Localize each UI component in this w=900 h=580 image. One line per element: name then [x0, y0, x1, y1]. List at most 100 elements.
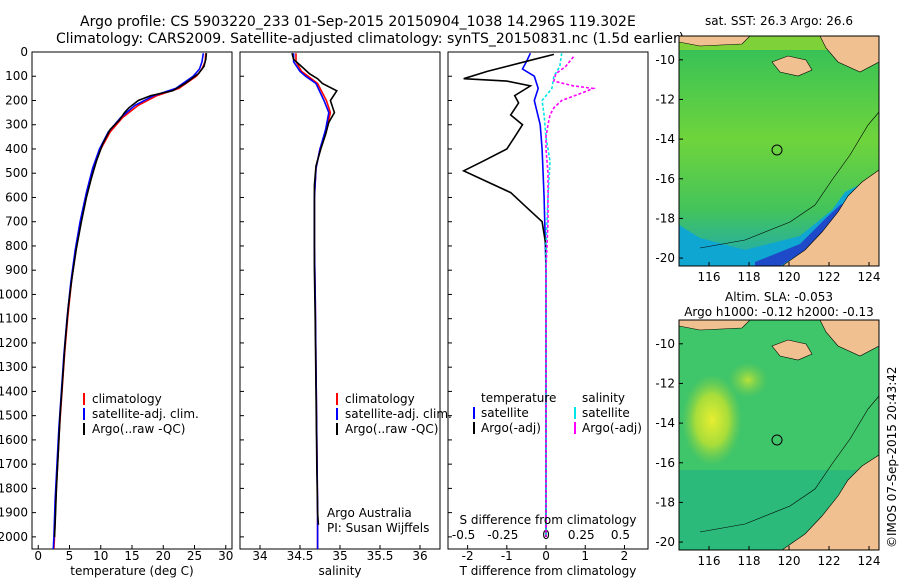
map-x-tick-label: 120	[778, 270, 801, 284]
depth-tick-label: 0	[20, 45, 28, 59]
depth-tick-label: 1000	[0, 287, 28, 301]
sst-map-title: sat. SST: 26.3 Argo: 26.6	[705, 14, 853, 28]
sst-map-ticks: 116 118 120 122 124 -10 -12 -14 -16 -18 -20	[655, 53, 880, 284]
temperature-series	[52, 53, 208, 549]
depth-tick-label: 1400	[0, 384, 28, 398]
x-tick-label: 0	[542, 549, 550, 563]
series-line-temperature-satellite	[521, 52, 547, 537]
map-y-tick-label: -16	[655, 456, 675, 470]
shelf-contour	[699, 395, 879, 533]
sla-anomaly-secondary	[728, 362, 768, 398]
sla-map-title: Altim. SLA: -0.053	[725, 290, 833, 304]
depth-tick-label: 1900	[0, 506, 28, 520]
x-tick-label: 35	[332, 549, 347, 563]
depth-tick-label: 1600	[0, 433, 28, 447]
sla-map-ticks: 116 118 120 122 124 -10 -12 -14 -16 -18 -20	[655, 337, 880, 568]
sst-map-frame	[678, 35, 880, 267]
title-line-2: Climatology: CARS2009. Satellite-adjuste…	[56, 31, 684, 47]
x-tick-label: 0	[34, 549, 42, 563]
x-tick-label: 30	[218, 549, 233, 563]
salinity-legend: climatology satellite-adj. clim. Argo(..…	[336, 392, 452, 436]
x-tick-label: 10	[93, 549, 108, 563]
map-y-tick-label: -12	[655, 92, 675, 106]
x-tick-label: 34	[252, 549, 267, 563]
series-line-argo-raw-qc-	[53, 53, 208, 537]
legend-label-climatology: climatology	[92, 392, 162, 406]
x-tick-label: 1	[581, 549, 589, 563]
depth-tick-label: 1800	[0, 481, 28, 495]
map-y-tick-label: -10	[655, 53, 675, 67]
map-y-tick-label: -14	[655, 416, 675, 430]
difference-legend-temperature: temperature satellite Argo(-adj)	[473, 391, 556, 435]
legend-label-temp-satellite: satellite	[481, 406, 529, 420]
salinity-difference-tick-label: -0.25	[487, 528, 518, 542]
temperature-axis-label: temperature (deg C)	[70, 564, 193, 578]
sla-map-subtitle: Argo h1000: -0.12 h2000: -0.13	[684, 305, 874, 319]
legend-label-sal-argo: Argo(-adj)	[582, 421, 642, 435]
depth-tick-label: 1700	[0, 457, 28, 471]
timor-land	[819, 36, 879, 73]
depth-tick-label: 800	[5, 239, 28, 253]
map-x-tick-label: 122	[818, 270, 841, 284]
x-tick-label: 35.5	[367, 549, 394, 563]
map-x-tick-label: 116	[698, 270, 721, 284]
map-y-tick-label: -12	[655, 376, 675, 390]
x-tick-label: 2	[621, 549, 629, 563]
difference-axis-label: T difference from climatology	[459, 564, 637, 578]
map-y-tick-label: -18	[655, 211, 675, 225]
java-land	[679, 320, 751, 331]
legend-label-argo: Argo(..raw -QC)	[92, 422, 185, 436]
x-tick-label: 5	[66, 549, 74, 563]
salinity-axis-label: salinity	[318, 564, 361, 578]
temperature-x-ticks: 0 5 10 15 20 25 30	[34, 545, 233, 563]
timor-land	[819, 320, 879, 357]
depth-tick-label: 600	[5, 190, 28, 204]
title-line-1: Argo profile: CS 5903220_233 01-Sep-2015…	[80, 14, 636, 30]
map-y-tick-label: -14	[655, 132, 675, 146]
series-line-satellite-adj-clim-	[292, 53, 330, 549]
depth-tick-label: 1300	[0, 360, 28, 374]
sla-anomaly-high	[682, 374, 742, 466]
imos-credit: ©IMOS 07-Sep-2015 20:43:42	[885, 366, 899, 548]
legend-heading-temperature: temperature	[481, 391, 556, 405]
salinity-difference-tick-label: 0.25	[568, 528, 595, 542]
salinity-series	[291, 52, 338, 549]
sumba-land	[771, 55, 813, 77]
argo-float-marker	[771, 144, 783, 156]
sla-map-frame	[678, 319, 880, 551]
salinity-difference-tick-label: -0.5	[452, 528, 475, 542]
map-y-tick-label: -20	[655, 251, 675, 265]
australia-land	[781, 454, 879, 550]
series-line-salinity-argo-adj-	[545, 56, 597, 537]
depth-tick-label: 200	[5, 93, 28, 107]
map-x-tick-label: 120	[778, 554, 801, 568]
sumba-land	[771, 339, 813, 361]
map-x-tick-label: 124	[858, 554, 881, 568]
x-tick-label: -1	[501, 549, 513, 563]
sla-map	[679, 320, 879, 550]
australia-land	[781, 169, 879, 266]
depth-tick-label: 500	[5, 166, 28, 180]
depth-tick-label: 700	[5, 215, 28, 229]
difference-panel-frame	[447, 51, 649, 550]
legend-label-argo: Argo(..raw -QC)	[345, 422, 438, 436]
legend-label-satellite: satellite-adj. clim.	[345, 407, 452, 421]
x-tick-label: 25	[187, 549, 202, 563]
salinity-panel-frame	[239, 51, 441, 550]
difference-top-axis-label: S difference from climatology	[460, 513, 637, 527]
depth-tick-label: 1200	[0, 336, 28, 350]
depth-tick-label: 1100	[0, 312, 28, 326]
map-x-tick-label: 118	[738, 270, 761, 284]
pi-note: PI: Susan Wijffels	[327, 521, 429, 535]
sst-cold-shelf-band	[755, 200, 852, 266]
shelf-contour	[699, 111, 879, 249]
map-y-tick-label: -16	[655, 172, 675, 186]
legend-label-sal-satellite: satellite	[582, 406, 630, 420]
legend-heading-salinity: salinity	[582, 391, 625, 405]
map-y-tick-label: -20	[655, 535, 675, 549]
depth-tick-label: 1500	[0, 409, 28, 423]
sst-map	[679, 36, 879, 266]
x-tick-label: 20	[156, 549, 171, 563]
java-land	[679, 36, 751, 47]
temperature-legend: climatology satellite-adj. clim. Argo(..…	[83, 392, 199, 436]
